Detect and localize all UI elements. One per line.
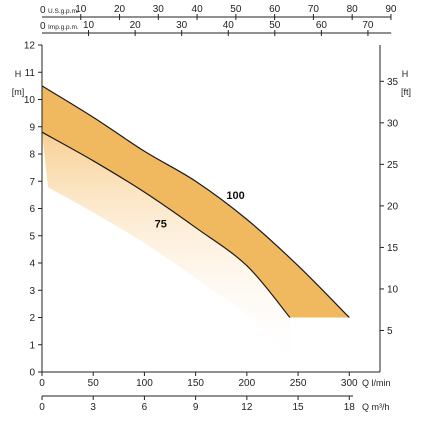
x-bottom-tick-label: 300	[341, 378, 358, 389]
top-axis-unit-label: U.S.g.p.m.	[48, 8, 79, 15]
curve-100	[41, 85, 350, 318]
y-right-tick-label: 30	[387, 118, 399, 129]
y-left-tick-label: 11	[25, 68, 36, 79]
curves	[41, 85, 350, 318]
curve-labels: 100 75	[155, 190, 245, 231]
top-axis-tick-label: 20	[114, 4, 126, 15]
top-axis-tick-label: 40	[223, 20, 235, 31]
top-axis-unit-label: Imp.g.p.m.	[48, 24, 79, 31]
x-bottom-tick-label: 100	[136, 378, 153, 389]
y-left-unit-m: [m]	[12, 87, 25, 97]
y-left-tick-label: 2	[29, 313, 35, 324]
curve-label-100: 100	[226, 190, 244, 202]
y-left-tick-label: 0	[29, 368, 35, 379]
y-axis-right: 5 10 15 20 25 30 35	[380, 77, 399, 337]
x-bottom2-tick-label: 9	[193, 402, 199, 413]
top-axis-tick-label: 30	[176, 20, 188, 31]
x-bottom2-tick-label: 0	[39, 402, 45, 413]
top-axis-zero: 0	[40, 21, 46, 32]
x-bottom2-tick-label: 6	[142, 402, 148, 413]
y-left-tick-label: 5	[29, 231, 35, 242]
y-left-tick-label: 9	[29, 122, 35, 133]
curve-75	[41, 131, 291, 318]
x-bottom-tick-label: 200	[239, 378, 256, 389]
top-axis-tick-label: 90	[385, 4, 397, 15]
y-right-unit-ft: [ft]	[401, 87, 411, 97]
x-bottom2-tick-label: 15	[292, 402, 304, 413]
curve-label-75: 75	[155, 219, 167, 231]
top-axis-tick-label: 60	[269, 4, 281, 15]
y-left-tick-label: 10	[24, 95, 36, 106]
y-right-tick-label: 10	[387, 284, 399, 295]
y-left-tick-label: 8	[29, 150, 35, 161]
x-bottom-tick-label: 150	[187, 378, 204, 389]
x-bottom-tick-label: 50	[88, 378, 100, 389]
y-right-tick-label: 15	[387, 243, 399, 254]
y-left-unit-h: H	[15, 69, 22, 79]
x-bottom2-tick-label: 3	[90, 402, 96, 413]
y-right-tick-label: 5	[387, 326, 393, 337]
top-axis-tick-label: 80	[347, 4, 359, 15]
x-bottom-tick-label: 0	[39, 378, 45, 389]
top-axis-tick-label: 70	[308, 4, 320, 15]
y-left-tick-label: 1	[29, 340, 35, 351]
x-bottom2-tick-label: 18	[344, 402, 356, 413]
y-left-tick-label: 12	[24, 41, 36, 52]
top-axes: 0 U.S.g.p.m.10 20 30 40 50 60 70 80 900 Imp.g.p.m.…	[40, 4, 397, 36]
x-axis-bottom-2: 0 3 6 9 12 15 18	[39, 395, 356, 413]
x-axis-bottom: 0 50 100 150 200 250 300	[39, 372, 358, 389]
y-left-tick-label: 4	[29, 259, 35, 270]
top-axis-tick-label: 10	[83, 20, 95, 31]
x-bottom-label: Q l/min	[362, 378, 391, 388]
top-axis-tick-label: 10	[75, 4, 87, 15]
top-axis-tick-label: 20	[130, 20, 142, 31]
top-axis-tick-label: 50	[230, 4, 242, 15]
top-axis-tick-label: 50	[269, 20, 281, 31]
y-left-tick-label: 3	[29, 286, 35, 297]
x-bottom2-tick-label: 12	[241, 402, 253, 413]
top-axis-tick-label: 30	[153, 4, 165, 15]
y-right-tick-label: 25	[387, 160, 399, 171]
glow-shading	[42, 132, 296, 373]
x-bottom2-label: Q m³/h	[362, 402, 390, 412]
top-axis-tick-label: 70	[362, 20, 374, 31]
plot-area: 100 75	[41, 85, 350, 373]
x-bottom-tick-label: 250	[290, 378, 307, 389]
y-left-tick-label: 7	[29, 177, 35, 188]
y-right-tick-label: 20	[387, 201, 399, 212]
y-left-tick-label: 6	[29, 204, 35, 215]
y-right-tick-label: 35	[387, 77, 399, 88]
top-axis-zero: 0	[40, 5, 46, 16]
performance-band	[42, 85, 350, 318]
y-right-unit-h: H	[402, 69, 409, 79]
top-axis-tick-label: 40	[192, 4, 204, 15]
top-axis-tick-label: 60	[316, 20, 328, 31]
